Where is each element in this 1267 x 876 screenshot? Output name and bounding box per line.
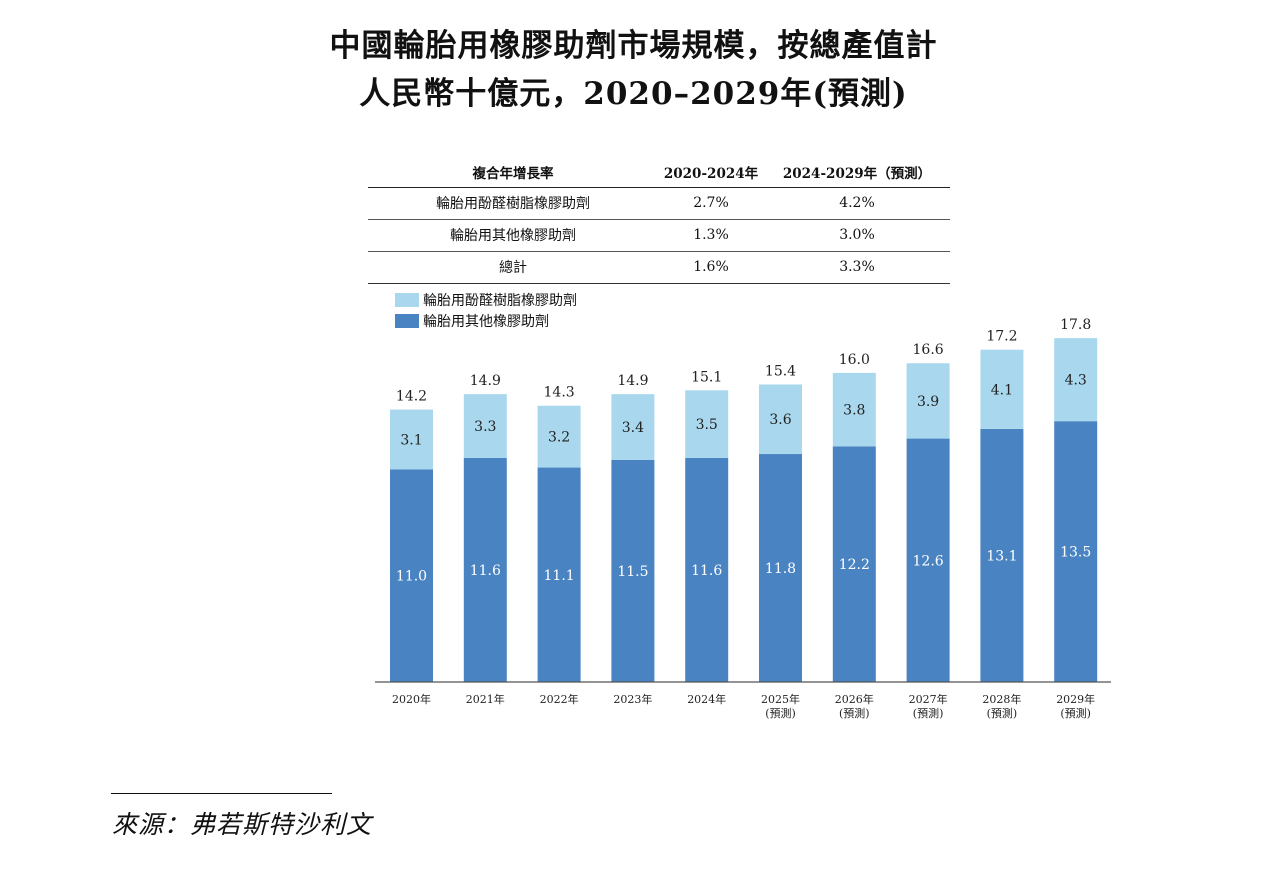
bar-segment-other — [611, 459, 655, 682]
table-row: 輪胎用酚醛樹脂橡膠助劑 2.7% 4.2% — [368, 187, 950, 220]
legend-item-phenolic: 輪胎用酚醛樹脂橡膠助劑 — [395, 289, 577, 310]
data-label-total: 14.9 — [617, 373, 648, 389]
data-label-other: 11.1 — [544, 568, 575, 584]
data-label-phenolic: 3.9 — [917, 394, 939, 410]
data-label-other: 12.6 — [913, 553, 944, 569]
x-tick-note: (預測) — [765, 706, 796, 720]
bar-segment-phenolic — [685, 390, 729, 458]
data-label-total: 14.3 — [544, 385, 575, 401]
data-label-total: 17.8 — [1060, 317, 1091, 333]
bar-segment-other — [980, 428, 1024, 682]
legend-swatch-light — [395, 292, 419, 307]
cagr-row-label: 總計 — [368, 251, 658, 284]
data-label-total: 16.0 — [839, 352, 870, 368]
chart-title-line2: 人民幣十億元，2020–2029年(預測) — [359, 76, 908, 112]
cagr-row-value: 1.6% — [658, 251, 764, 284]
bar-segment-phenolic — [1054, 338, 1098, 422]
legend-item-other: 輪胎用其他橡膠助劑 — [395, 310, 577, 331]
bar-segment-phenolic — [390, 409, 433, 470]
bar-segment-other — [832, 446, 876, 682]
legend-label: 輪胎用其他橡膠助劑 — [423, 313, 549, 330]
cagr-row-value: 3.0% — [764, 219, 950, 252]
data-label-total: 15.4 — [765, 363, 796, 379]
data-label-phenolic: 3.1 — [400, 433, 422, 449]
data-label-phenolic: 3.4 — [622, 420, 644, 436]
x-tick-note: (預測) — [1060, 706, 1091, 720]
data-label-total: 17.2 — [986, 329, 1017, 345]
bar-segment-other — [1054, 421, 1098, 682]
bar-segment-phenolic — [980, 349, 1024, 429]
cagr-header-period2: 2024-2029年（預測） — [764, 158, 950, 188]
bar-segment-other — [463, 457, 507, 682]
data-label-total: 16.6 — [913, 342, 944, 358]
data-label-phenolic: 4.3 — [1065, 373, 1087, 389]
bar-segment-phenolic — [463, 394, 507, 458]
bar-segment-phenolic — [759, 384, 802, 455]
x-tick-label: 2027年 — [909, 692, 948, 706]
chart-title-line1: 中國輪胎用橡膠助劑市場規模，按總產值計 — [329, 28, 938, 64]
data-label-other: 12.2 — [839, 557, 870, 573]
data-label-phenolic: 3.8 — [843, 403, 865, 419]
x-tick-label: 2023年 — [613, 692, 652, 706]
x-tick-label: 2020年 — [392, 692, 431, 706]
x-tick-label: 2025年 — [761, 692, 800, 706]
x-tick-label: 2029年 — [1056, 692, 1095, 706]
cagr-header-period1: 2020-2024年 — [658, 158, 764, 188]
bar-segment-other — [906, 438, 950, 682]
cagr-row-value: 3.3% — [764, 251, 950, 284]
table-row: 輪胎用其他橡膠助劑 1.3% 3.0% — [368, 219, 950, 252]
data-label-total: 14.2 — [396, 389, 427, 405]
bar-segment-other — [685, 457, 729, 682]
data-label-other: 13.5 — [1060, 545, 1091, 561]
data-label-other: 11.0 — [396, 569, 427, 585]
x-tick-label: 2022年 — [540, 692, 579, 706]
source-note: 來源：弗若斯特沙利文 — [112, 810, 373, 839]
legend-swatch-dark — [395, 313, 419, 328]
data-label-phenolic: 3.6 — [769, 412, 791, 428]
cagr-table: 複合年增長率 2020-2024年 2024-2029年（預測） 輪胎用酚醛樹脂… — [368, 158, 950, 284]
cagr-header-row: 複合年增長率 2020-2024年 2024-2029年（預測） — [368, 158, 950, 188]
cagr-header-label: 複合年增長率 — [368, 158, 658, 188]
bar-segment-phenolic — [832, 372, 876, 447]
data-label-other: 11.8 — [765, 561, 796, 577]
bar-segment-phenolic — [906, 363, 950, 439]
bar-segment-other — [390, 469, 433, 682]
data-label-other: 11.5 — [617, 564, 648, 580]
x-tick-note: (預測) — [839, 706, 870, 720]
data-label-phenolic: 4.1 — [991, 382, 1013, 398]
bar-segment-other — [759, 454, 802, 682]
x-tick-note: (預測) — [913, 706, 944, 720]
chart-legend: 輪胎用酚醛樹脂橡膠助劑 輪胎用其他橡膠助劑 — [395, 289, 577, 331]
cagr-row-label: 輪胎用其他橡膠助劑 — [368, 219, 658, 252]
data-label-other: 13.1 — [986, 548, 1017, 564]
cagr-row-value: 4.2% — [764, 187, 950, 220]
bar-segment-phenolic — [537, 405, 581, 468]
table-row: 總計 1.6% 3.3% — [368, 251, 950, 284]
x-tick-label: 2028年 — [982, 692, 1021, 706]
data-label-phenolic: 3.2 — [548, 430, 570, 446]
legend-label: 輪胎用酚醛樹脂橡膠助劑 — [423, 292, 577, 309]
cagr-row-value: 2.7% — [658, 187, 764, 220]
bar-segment-other — [537, 467, 581, 682]
cagr-row-label: 輪胎用酚醛樹脂橡膠助劑 — [368, 187, 658, 220]
data-label-phenolic: 3.3 — [474, 419, 496, 435]
data-label-phenolic: 3.5 — [696, 417, 718, 433]
cagr-row-value: 1.3% — [658, 219, 764, 252]
x-tick-label: 2026年 — [835, 692, 874, 706]
x-tick-label: 2024年 — [687, 692, 726, 706]
data-label-total: 15.1 — [691, 369, 722, 385]
bar-segment-phenolic — [611, 394, 655, 460]
x-tick-label: 2021年 — [466, 692, 505, 706]
data-label-total: 14.9 — [470, 373, 501, 389]
source-divider — [111, 793, 332, 794]
data-label-other: 11.6 — [470, 563, 501, 579]
data-label-other: 11.6 — [691, 563, 722, 579]
x-tick-note: (預測) — [987, 706, 1018, 720]
